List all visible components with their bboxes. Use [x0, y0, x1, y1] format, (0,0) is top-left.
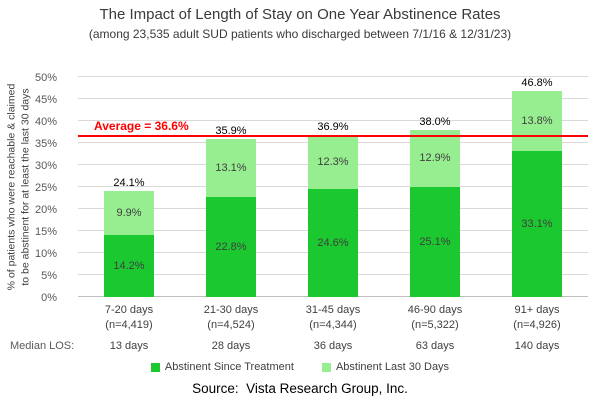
category-label: 31-45 days (n=4,344)	[282, 303, 384, 333]
median-los-values: 13 days 28 days 36 days 63 days 140 days	[78, 339, 588, 354]
segment-abstinent-last-30-days: 13.1%	[206, 139, 256, 197]
y-tick-label: 35%	[34, 138, 57, 150]
segment-value-label: 14.2%	[113, 259, 145, 272]
gridline	[78, 98, 588, 99]
category-n-count: (n=4,344)	[309, 319, 357, 331]
segment-value-label: 33.1%	[521, 218, 553, 231]
stacked-bar: 46.8% 13.8% 33.1%	[512, 77, 562, 297]
segment-abstinent-last-30-days: 9.9%	[104, 190, 154, 235]
category-n-count: (n=4,419)	[105, 319, 153, 331]
category-label: 21-30 days (n=4,524)	[180, 303, 282, 333]
y-axis-ticks: 0% 5% 10% 15% 20% 25% 30% 35% 40% 45% 50%	[0, 72, 57, 304]
gridline	[78, 120, 588, 121]
median-los-value: 36 days	[313, 340, 353, 352]
y-tick-label: 25%	[34, 182, 57, 194]
category-label: 7-20 days (n=4,419)	[78, 303, 180, 333]
category-n-count: (n=4,926)	[513, 319, 561, 331]
category-range: 46-90 days	[407, 304, 463, 316]
y-tick-label: 30%	[34, 160, 57, 172]
legend-swatch-light-green	[321, 362, 331, 372]
x-category-labels: 7-20 days (n=4,419) 21-30 days (n=4,524) 31-…	[78, 303, 588, 333]
y-tick-label: 45%	[34, 94, 57, 106]
y-tick-label: 10%	[34, 248, 57, 260]
category-label: 91+ days (n=4,926)	[486, 303, 588, 333]
segment-abstinent-last-30-days: 13.8%	[512, 90, 562, 152]
category-range: 91+ days	[514, 304, 560, 316]
y-tick-label: 50%	[34, 72, 57, 84]
segment-value-label: 12.3%	[317, 155, 349, 168]
category-label: 46-90 days (n=5,322)	[384, 303, 486, 333]
median-los-value: 140 days	[514, 340, 560, 352]
segment-abstinent-last-30-days: 12.9%	[410, 129, 460, 187]
median-los-value: 13 days	[109, 340, 149, 352]
segment-abstinent-since-treatment: 22.8%	[206, 196, 256, 297]
segment-value-label: 9.9%	[116, 206, 142, 219]
average-line	[78, 134, 588, 137]
segment-value-label: 12.9%	[419, 152, 451, 165]
legend: Abstinent Since Treatment Abstinent Last…	[0, 361, 600, 373]
segment-value-label: 13.8%	[521, 115, 553, 128]
segment-value-label: 24.6%	[317, 236, 349, 249]
segment-abstinent-since-treatment: 24.6%	[308, 188, 358, 297]
bar-total-label: 24.1%	[113, 176, 145, 189]
y-tick-label: 5%	[41, 270, 57, 282]
y-tick-label: 40%	[34, 116, 57, 128]
segment-abstinent-since-treatment: 33.1%	[512, 151, 562, 297]
y-tick-label: 15%	[34, 226, 57, 238]
segment-value-label: 13.1%	[215, 161, 247, 174]
legend-label: Abstinent Since Treatment	[164, 361, 294, 373]
bar-total-label: 46.8%	[521, 76, 553, 89]
bar-total-label: 36.9%	[317, 120, 349, 133]
segment-abstinent-since-treatment: 25.1%	[410, 186, 460, 297]
legend-swatch-dark-green	[150, 362, 160, 372]
category-n-count: (n=4,524)	[207, 319, 255, 331]
legend-item-abstinent-last-30-days: Abstinent Last 30 Days	[321, 361, 450, 373]
legend-item-abstinent-since-treatment: Abstinent Since Treatment	[150, 361, 294, 373]
stacked-bar: 38.0% 12.9% 25.1%	[410, 116, 460, 297]
plot-area: Average = 36.6% 24.1% 9.9% 14.2% 35.9% 13.1%…	[78, 76, 588, 297]
segment-abstinent-since-treatment: 14.2%	[104, 234, 154, 297]
category-range: 21-30 days	[203, 304, 259, 316]
median-los-value: 63 days	[415, 340, 455, 352]
source-text: Source: Vista Research Group, Inc.	[192, 381, 408, 396]
segment-abstinent-last-30-days: 12.3%	[308, 134, 358, 189]
segment-value-label: 25.1%	[419, 235, 451, 248]
segment-value-label: 22.8%	[215, 240, 247, 253]
average-line-label: Average = 36.6%	[94, 118, 189, 133]
chart-subtitle: (among 23,535 adult SUD patients who dis…	[88, 27, 512, 41]
bar-total-label: 35.9%	[215, 125, 247, 138]
stacked-bar: 35.9% 13.1% 22.8%	[206, 125, 256, 297]
category-range: 31-45 days	[305, 304, 361, 316]
category-n-count: (n=5,322)	[411, 319, 459, 331]
stacked-bar: 36.9% 12.3% 24.6%	[308, 121, 358, 297]
bar-total-label: 38.0%	[419, 115, 451, 128]
chart-title: The Impact of Length of Stay on One Year…	[99, 6, 501, 23]
category-range: 7-20 days	[104, 304, 154, 316]
stacked-bar: 24.1% 9.9% 14.2%	[104, 177, 154, 297]
median-los-value: 28 days	[211, 340, 251, 352]
median-los-label: Median LOS:	[10, 340, 75, 352]
y-tick-label: 20%	[34, 204, 57, 216]
legend-label: Abstinent Last 30 Days	[335, 361, 450, 373]
y-tick-label: 0%	[41, 292, 57, 304]
gridline	[78, 76, 588, 77]
